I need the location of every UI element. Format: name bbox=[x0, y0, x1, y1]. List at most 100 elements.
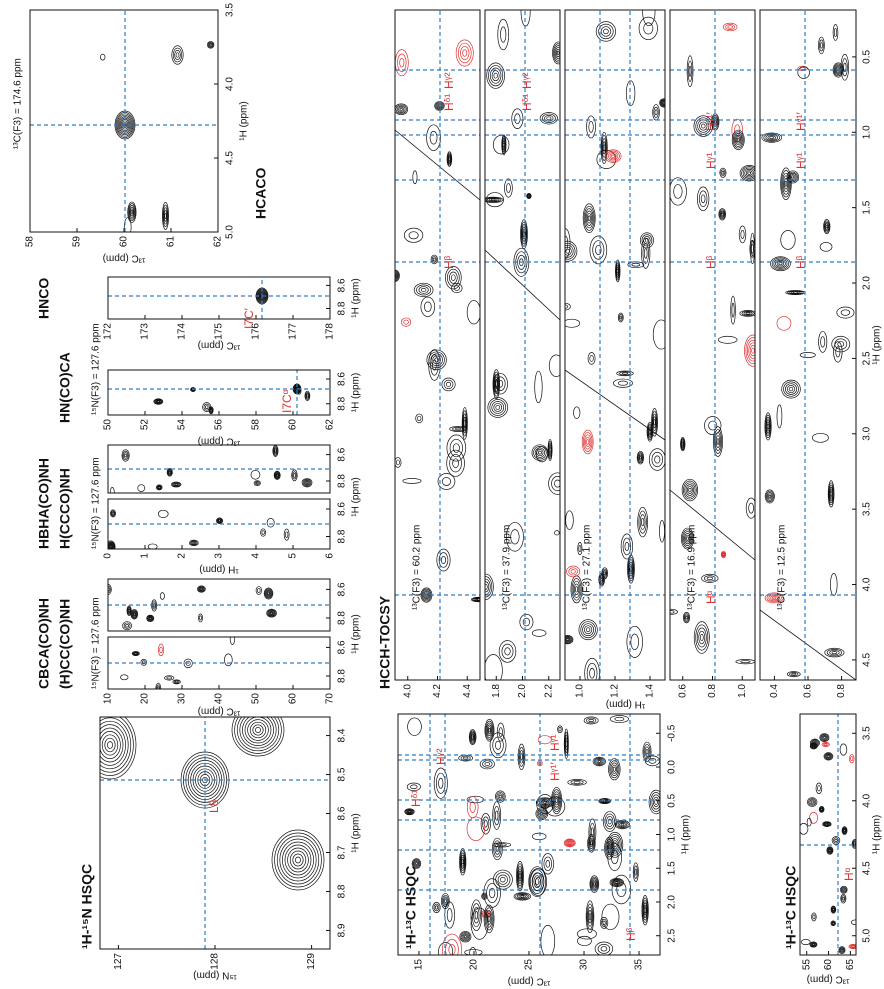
contour bbox=[483, 817, 489, 831]
contour bbox=[591, 877, 598, 891]
contour bbox=[294, 473, 296, 477]
contour bbox=[492, 71, 499, 81]
contour bbox=[769, 495, 771, 498]
y-tick-label: 50 bbox=[251, 693, 262, 705]
contour bbox=[812, 913, 817, 921]
contour bbox=[820, 733, 829, 741]
contour bbox=[635, 869, 637, 875]
x-tick-label: 4.0 bbox=[862, 577, 873, 591]
contour bbox=[275, 833, 322, 887]
contour bbox=[851, 757, 853, 761]
contour bbox=[463, 757, 468, 759]
x-tick-label: 8.6 bbox=[337, 640, 348, 654]
contour bbox=[736, 659, 755, 663]
contour bbox=[659, 520, 664, 542]
contour bbox=[126, 624, 129, 627]
contour bbox=[689, 488, 692, 492]
contour bbox=[493, 737, 504, 754]
contour bbox=[717, 439, 719, 445]
y-tick-label: 127 bbox=[113, 953, 124, 970]
peak-label: Hᵞ¹ bbox=[794, 152, 808, 169]
strip-header: ¹³C(F3) = 16.9 ppm bbox=[687, 525, 698, 610]
contour bbox=[446, 382, 450, 386]
spectrum-frame bbox=[108, 445, 330, 493]
contour bbox=[601, 578, 603, 581]
contour bbox=[644, 23, 653, 34]
contour bbox=[792, 673, 796, 675]
y-tick-label: 10 bbox=[103, 693, 114, 705]
contour bbox=[541, 925, 555, 957]
contour bbox=[160, 647, 163, 653]
x-tick-label: 0.0 bbox=[667, 760, 678, 774]
x-tick-label: 5.0 bbox=[225, 225, 236, 239]
y-tick-label: 59 bbox=[72, 236, 83, 248]
spectrum-frame bbox=[760, 10, 856, 680]
contour bbox=[784, 382, 799, 396]
contour bbox=[410, 785, 417, 789]
contour bbox=[812, 433, 828, 442]
contour bbox=[537, 450, 543, 456]
contour bbox=[854, 843, 856, 845]
contour bbox=[566, 741, 568, 747]
y-tick-label: 70 bbox=[325, 693, 336, 705]
contour bbox=[777, 405, 782, 428]
contour bbox=[830, 573, 837, 595]
x-axis-label: ¹H (ppm) bbox=[681, 815, 692, 854]
contour bbox=[652, 452, 663, 466]
contour bbox=[396, 460, 399, 465]
x-tick-label: 3.5 bbox=[225, 3, 236, 17]
spectrum-frame bbox=[565, 10, 665, 680]
contour bbox=[731, 296, 736, 324]
spectrum bbox=[30, 10, 218, 236]
contour bbox=[616, 882, 618, 884]
contour bbox=[499, 795, 501, 798]
contour bbox=[770, 137, 774, 139]
contour bbox=[158, 487, 160, 489]
contour bbox=[256, 587, 261, 595]
contour bbox=[419, 287, 428, 294]
contour bbox=[835, 839, 838, 842]
y-tick-label: 0.6 bbox=[803, 684, 814, 698]
contour bbox=[514, 893, 531, 901]
contour bbox=[158, 510, 168, 517]
contour bbox=[826, 225, 828, 228]
contour bbox=[604, 572, 606, 575]
contour bbox=[649, 790, 663, 814]
contour bbox=[532, 833, 546, 840]
contour bbox=[601, 947, 607, 952]
contour bbox=[689, 66, 691, 76]
contour bbox=[707, 577, 712, 580]
panel-title: ¹H-¹⁵N HSQC bbox=[79, 864, 95, 949]
y-tick-label: 4.0 bbox=[402, 684, 413, 698]
contour bbox=[464, 936, 466, 938]
contour bbox=[644, 908, 646, 913]
contour bbox=[768, 494, 772, 499]
contour bbox=[257, 589, 260, 593]
contour bbox=[413, 171, 417, 184]
y-tick-label: 0.4 bbox=[769, 684, 780, 698]
contour bbox=[175, 681, 178, 683]
contour bbox=[746, 313, 750, 315]
contour bbox=[500, 877, 505, 882]
contour bbox=[133, 613, 135, 615]
contour bbox=[237, 709, 279, 751]
y-tick-label: 1.4 bbox=[645, 684, 656, 698]
contour bbox=[640, 456, 642, 459]
panel: CBCA(CO)NH(H)CC(CO)NH¹⁵N(F3) = 127.6 ppm… bbox=[36, 579, 362, 716]
panel: ¹H-¹⁵N HSQCL88.98.88.78.68.58.4127128129… bbox=[79, 704, 362, 980]
contour bbox=[169, 471, 171, 473]
peak-label: Hᵝ bbox=[704, 255, 718, 269]
peak-label: Hᵟ¹ bbox=[409, 790, 423, 807]
contour bbox=[424, 302, 431, 312]
contour bbox=[124, 623, 130, 628]
contour bbox=[248, 720, 269, 741]
contour bbox=[427, 125, 441, 151]
contour bbox=[441, 556, 445, 563]
contour bbox=[131, 211, 133, 214]
contour bbox=[660, 99, 667, 106]
x-tick-label: 2.0 bbox=[862, 276, 873, 290]
y-tick-label: 65 bbox=[845, 959, 856, 971]
panel-title: CBCA(CO)NH bbox=[36, 598, 52, 689]
contour bbox=[612, 765, 617, 774]
contour bbox=[765, 490, 774, 503]
